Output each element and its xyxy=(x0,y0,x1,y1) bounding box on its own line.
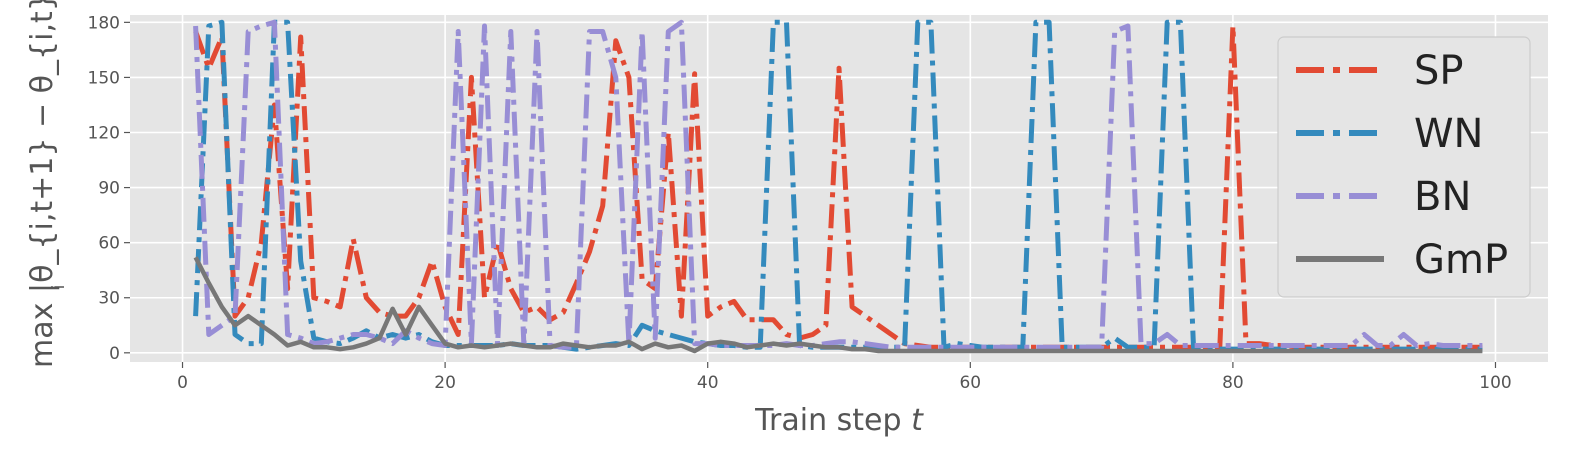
y-tick-label: 60 xyxy=(98,234,120,254)
y-axis-label-group: max |θ_{i,t+1} − θ_{i,t}| i xyxy=(25,0,69,368)
x-tick-label: 40 xyxy=(697,373,719,393)
y-tick-label: 150 xyxy=(88,68,120,88)
y-tick-label: 0 xyxy=(109,344,120,364)
series-line-bn xyxy=(193,19,1483,350)
x-tick-label: 0 xyxy=(177,373,188,393)
legend-label-gmp: GmP xyxy=(1414,237,1508,283)
legend-label-wn: WN xyxy=(1414,111,1483,157)
x-tick-label: 80 xyxy=(1222,373,1244,393)
x-axis-label-variable: t xyxy=(911,403,924,438)
x-axis-label: Train step t xyxy=(754,403,924,438)
legend-label-bn: BN xyxy=(1414,174,1471,220)
series-line-sp xyxy=(193,23,1483,350)
legend-label-sp: SP xyxy=(1414,48,1464,94)
y-axis-label-subscript: i xyxy=(49,285,69,290)
x-tick-label: 60 xyxy=(959,373,981,393)
y-tick-label: 120 xyxy=(88,124,120,144)
x-tick-label: 100 xyxy=(1479,373,1511,393)
y-tick-label: 180 xyxy=(88,13,120,33)
x-axis-label-text: Train step xyxy=(754,403,901,438)
legend-box xyxy=(1277,36,1531,298)
y-axis-label: max |θ_{i,t+1} − θ_{i,t}| xyxy=(25,0,60,368)
x-tick-label: 20 xyxy=(434,373,456,393)
x-axis-ticks: 0 20 40 60 80 100 xyxy=(177,362,1512,393)
y-tick-label: 30 xyxy=(98,289,120,309)
y-tick-label: 90 xyxy=(98,179,120,199)
y-axis-ticks: 0 30 60 90 120 150 180 xyxy=(88,13,130,364)
series-group xyxy=(193,19,1483,354)
legend: SP WN BN GmP xyxy=(1277,36,1531,298)
series-line-gmp xyxy=(193,256,1483,354)
